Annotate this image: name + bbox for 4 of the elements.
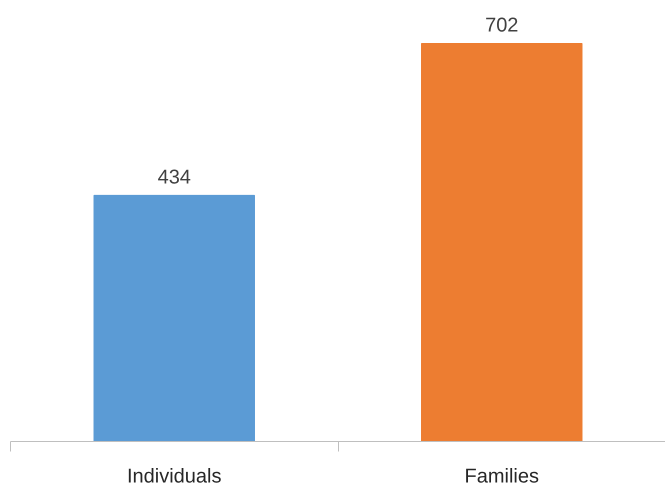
x-tick-label: Individuals <box>127 466 222 488</box>
data-label: 702 <box>485 14 518 36</box>
data-label: 434 <box>158 166 191 188</box>
x-tick-label: Families <box>464 466 539 488</box>
